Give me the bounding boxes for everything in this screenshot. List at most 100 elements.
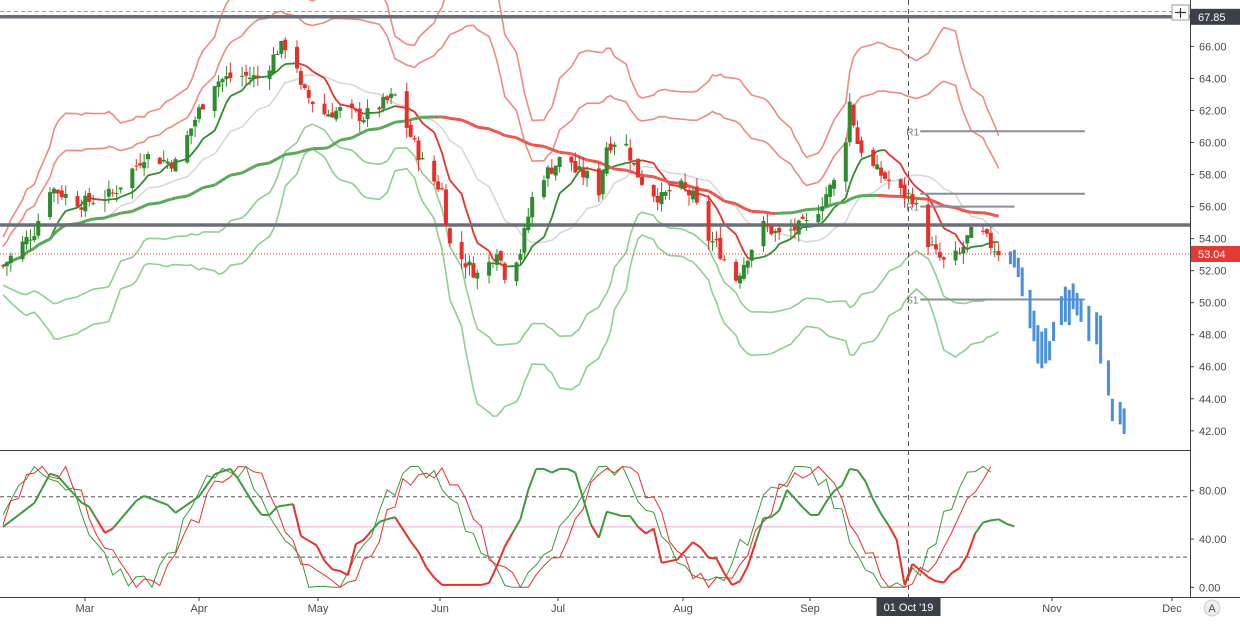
candle-body (283, 40, 287, 50)
ma-long-segment (273, 159, 277, 161)
time-label: Nov (1042, 603, 1062, 615)
candle-body (742, 265, 746, 279)
rsi-segment (285, 504, 293, 505)
price-tag-label: 67.85 (1198, 12, 1226, 24)
candle-body (158, 158, 162, 164)
ma-long-segment (799, 211, 803, 212)
candle-body (193, 120, 197, 127)
ma-long-segment (575, 155, 579, 156)
ma-long-segment (411, 119, 415, 120)
ma-long-segment (332, 143, 336, 146)
candle-body (142, 162, 146, 168)
ma-long-segment (665, 181, 669, 182)
candle-body (244, 72, 248, 76)
candle-body (989, 233, 993, 248)
candle-body (221, 79, 225, 82)
pivot-label: S1 (906, 295, 919, 306)
candle-body (330, 112, 334, 117)
ma-long-segment (254, 165, 258, 167)
candle-body (213, 86, 217, 111)
ma-long-segment (579, 157, 583, 159)
candle-body (613, 145, 617, 147)
candle-body (503, 263, 507, 279)
candle-body (624, 144, 628, 146)
ma-long-segment (81, 221, 85, 223)
ma-long-segment (132, 210, 136, 212)
ma-long-segment (763, 212, 767, 213)
candle-body (597, 168, 601, 195)
ma-long-segment (113, 214, 117, 215)
time-label: May (308, 603, 329, 615)
candle-body (844, 142, 848, 181)
candle-body (997, 251, 1001, 255)
ma-long-segment (270, 161, 274, 163)
ma-long-segment (313, 148, 325, 149)
candle-body (899, 179, 903, 188)
ma-long-segment (501, 134, 505, 136)
ma-long-segment (89, 219, 93, 220)
ma-long-segment (199, 188, 203, 190)
price-tick-label: 46.00 (1199, 362, 1227, 374)
ma-long-segment (383, 126, 387, 128)
time-label: Mar (76, 603, 95, 615)
candle-body (103, 199, 107, 201)
candle-body (585, 171, 589, 178)
time-label: Jun (431, 603, 449, 615)
candle-body (146, 154, 150, 159)
candle-body (322, 104, 326, 115)
ma-long-segment (415, 118, 419, 119)
candle-body (934, 244, 938, 249)
ma-long-segment (689, 186, 693, 187)
ma-long-segment (309, 149, 313, 150)
rsi-segment (850, 469, 858, 470)
ma-long-segment (168, 199, 172, 200)
ma-long-segment (991, 214, 995, 215)
candle-body (420, 158, 424, 159)
candle-body (526, 217, 530, 230)
candle-body (636, 159, 640, 178)
candle-body (691, 190, 695, 199)
ma-long-segment (791, 212, 795, 213)
candle-body (910, 194, 914, 204)
ma-long-segment (336, 140, 340, 142)
candle (852, 103, 856, 127)
ma-long-segment (748, 210, 752, 212)
ma-long-segment (121, 211, 133, 213)
time-label: Apr (190, 603, 207, 615)
candle-body (107, 189, 111, 197)
candle-body (9, 256, 13, 263)
ma-long-segment (583, 158, 587, 160)
candle-body (464, 263, 468, 267)
candle-body (848, 102, 852, 143)
ma-long-segment (548, 148, 552, 150)
candle-body (801, 217, 805, 219)
ma-long-segment (995, 215, 999, 216)
ma-long-segment (662, 180, 666, 181)
candle-body (499, 251, 503, 261)
candle-body (734, 262, 738, 281)
ma-long-segment (250, 167, 254, 169)
candle-body (170, 163, 174, 169)
ma-long-segment (744, 208, 748, 210)
candle-body (718, 238, 722, 259)
candle-body (303, 84, 307, 88)
price-tick-label: 50.00 (1199, 298, 1227, 310)
candle-body (389, 94, 393, 98)
candle-body (581, 167, 585, 177)
ma-long-segment (658, 178, 662, 179)
ma-long-segment (956, 208, 960, 210)
ma-long-segment (93, 218, 105, 219)
ma-long-segment (959, 209, 963, 210)
candle-body (130, 169, 134, 188)
ma-long-segment (277, 156, 281, 158)
candle-body (393, 94, 397, 95)
candle-body (166, 161, 170, 163)
ma-long-segment (807, 209, 819, 210)
candle-body (769, 226, 773, 234)
ma-long-segment (191, 192, 195, 194)
candle-body (530, 197, 534, 217)
ma-long-segment (752, 211, 764, 212)
ma-long-segment (520, 140, 524, 142)
